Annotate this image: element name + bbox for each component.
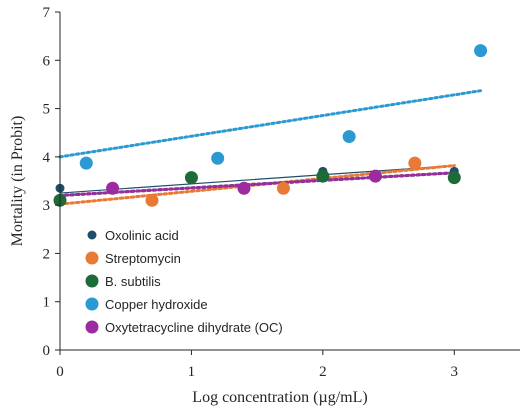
y-tick-label: 0 <box>43 343 51 359</box>
data-point-series-3 <box>474 44 488 58</box>
y-tick-label: 4 <box>43 150 51 166</box>
data-point-series-4 <box>368 169 382 183</box>
trendline-series-4 <box>58 171 456 197</box>
data-point-series-2 <box>316 169 330 183</box>
y-tick-label: 1 <box>43 295 51 311</box>
x-tick-label: 1 <box>188 364 196 380</box>
y-tick-label: 7 <box>43 5 51 21</box>
plot-area <box>53 44 488 207</box>
trendline-series-0 <box>59 164 455 194</box>
legend-marker-series-0 <box>87 230 97 240</box>
legend-label-series-1: Streptomycin <box>105 251 181 266</box>
legend: Oxolinic acid Streptomycin B. subtilis Copp… <box>85 228 283 335</box>
legend-marker-series-4 <box>85 320 99 334</box>
legend-marker-series-2 <box>85 274 99 288</box>
legend-label-series-4: Oxytetracycline dihydrate (OC) <box>105 320 283 335</box>
legend-label-series-0: Oxolinic acid <box>105 228 179 243</box>
y-tick-label: 3 <box>43 198 51 214</box>
data-point-series-1 <box>145 193 159 207</box>
x-axis-title: Log concentration (µg/mL) <box>192 389 367 406</box>
data-point-series-4 <box>237 181 251 195</box>
axes: 0 1 2 3 4 5 6 7 0 1 2 3 Log concentration (µg/mL) Mor… <box>9 5 520 406</box>
trendline-series-3 <box>58 89 483 159</box>
y-tick-label: 6 <box>43 53 51 69</box>
data-point-series-3 <box>342 130 356 144</box>
y-axis-title: Mortality (in Probit) <box>9 116 26 247</box>
legend-marker-series-3 <box>85 297 99 311</box>
data-point-series-1 <box>408 156 422 170</box>
data-point-series-1 <box>276 181 290 195</box>
x-tick-label: 0 <box>56 364 64 380</box>
data-point-series-2 <box>184 171 198 185</box>
y-tick-label: 2 <box>43 246 51 262</box>
data-point-series-4 <box>106 181 120 195</box>
data-point-series-2 <box>447 171 461 185</box>
x-tick-label: 2 <box>319 364 327 380</box>
x-tick-label: 3 <box>451 364 459 380</box>
legend-label-series-2: B. subtilis <box>105 274 161 289</box>
legend-marker-series-1 <box>85 251 99 265</box>
data-point-series-3 <box>211 151 225 165</box>
data-point-series-3 <box>79 156 93 170</box>
legend-label-series-3: Copper hydroxide <box>105 297 208 312</box>
y-tick-label: 5 <box>43 102 51 118</box>
